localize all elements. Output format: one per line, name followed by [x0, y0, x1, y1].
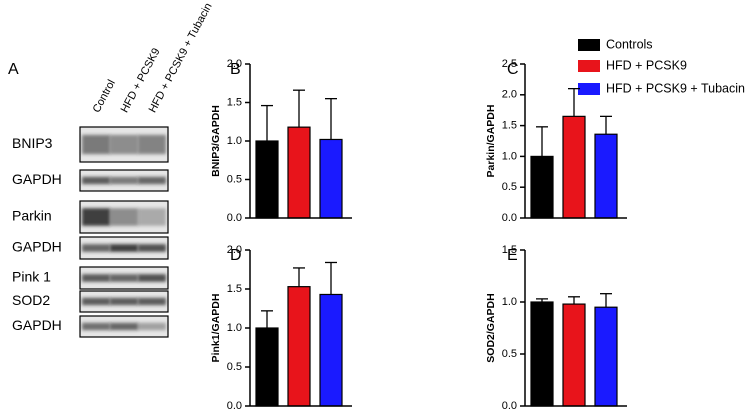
y-tick-label: 0.0 — [502, 212, 517, 224]
blot-band — [110, 322, 138, 331]
panel-label: B — [230, 61, 241, 78]
y-axis-label: Pink1/GAPDH — [210, 294, 222, 363]
y-axis-label: BNIP3/GAPDH — [210, 105, 222, 177]
y-tick-label: 1.5 — [502, 244, 517, 256]
bar — [255, 327, 279, 407]
blot-band — [138, 176, 166, 185]
legend-label: Controls — [606, 37, 653, 51]
blot-band — [110, 134, 138, 155]
blot-band — [110, 274, 138, 282]
y-tick-label: 0.5 — [502, 348, 517, 360]
blot-band — [82, 176, 110, 185]
legend-label: HFD + PCSK9 + Tubacin — [606, 81, 745, 95]
y-tick-label: 2.5 — [502, 58, 517, 70]
blot-band — [138, 208, 166, 226]
panel-label: E — [507, 247, 518, 264]
blot-band — [82, 297, 110, 306]
y-tick-label: 1.5 — [227, 96, 242, 108]
blot-row-label: Parkin — [12, 208, 52, 224]
y-tick-label: 2.0 — [227, 244, 242, 256]
y-tick-label: 2.0 — [502, 89, 517, 101]
bar — [594, 133, 618, 219]
y-tick-label: 0.0 — [227, 400, 242, 412]
legend-swatch — [578, 39, 600, 51]
y-axis-label: Parkin/GAPDH — [485, 105, 497, 178]
y-tick-label: 1.5 — [502, 120, 517, 132]
y-tick-label: 2.0 — [227, 58, 242, 70]
blot-band — [138, 244, 166, 252]
blot-row-label: GAPDH — [12, 317, 62, 333]
blot-band — [138, 134, 166, 155]
blot-band — [138, 297, 166, 306]
blot-band — [82, 208, 110, 226]
blot-band — [138, 274, 166, 282]
blot-band — [110, 297, 138, 306]
blot-band — [110, 244, 138, 252]
y-tick-label: 0.5 — [227, 361, 242, 373]
y-tick-label: 1.0 — [502, 150, 517, 162]
panel-label: D — [230, 247, 242, 264]
blot-row-label: GAPDH — [12, 171, 62, 187]
bar — [594, 306, 618, 407]
blot-band — [110, 176, 138, 185]
blot-band — [82, 134, 110, 155]
y-tick-label: 0.0 — [502, 400, 517, 412]
blot-row-label: BNIP3 — [12, 135, 53, 151]
y-axis-label: SOD2/GAPDH — [485, 293, 497, 362]
legend-swatch — [578, 60, 600, 72]
bar — [319, 293, 343, 407]
bar — [287, 126, 311, 219]
y-tick-label: 0.0 — [227, 212, 242, 224]
blot-row-label: GAPDH — [12, 239, 62, 255]
y-tick-label: 1.0 — [227, 322, 242, 334]
bar — [319, 138, 343, 219]
blot-band — [138, 322, 166, 331]
bar — [530, 155, 554, 219]
y-tick-label: 0.5 — [227, 173, 242, 185]
bar — [287, 286, 311, 407]
legend-label: HFD + PCSK9 — [606, 58, 687, 72]
blot-band — [82, 244, 110, 252]
y-tick-label: 0.5 — [502, 181, 517, 193]
blot-band — [82, 322, 110, 331]
bar — [255, 140, 279, 219]
blot-column-label: Control — [91, 78, 118, 115]
y-tick-label: 1.5 — [227, 283, 242, 295]
y-tick-label: 1.0 — [227, 135, 242, 147]
bar — [530, 301, 554, 407]
panel-label: A — [8, 61, 19, 78]
legend-swatch — [578, 83, 600, 95]
bar — [562, 115, 586, 219]
blot-band — [110, 208, 138, 226]
blot-band — [82, 274, 110, 282]
bar — [562, 303, 586, 407]
y-tick-label: 1.0 — [502, 296, 517, 308]
panel-label: C — [507, 61, 519, 78]
blot-row-label: SOD2 — [12, 292, 50, 308]
blot-row-label: Pink 1 — [12, 269, 51, 285]
